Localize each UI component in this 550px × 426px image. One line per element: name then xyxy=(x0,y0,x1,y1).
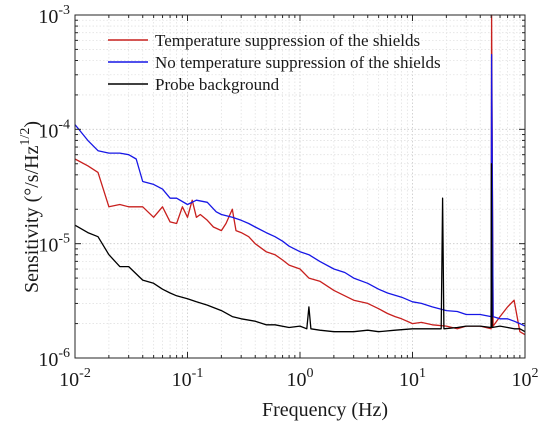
y-axis-title-main: Sensitivity (°/s/Hz xyxy=(21,145,43,293)
y-tick-label: 10-3 xyxy=(38,3,70,28)
y-tick-label: 10-6 xyxy=(38,346,70,371)
svg-text:Sensitivity (°/s/Hz1/2): Sensitivity (°/s/Hz1/2) xyxy=(18,121,43,293)
y-axis-title-close: ) xyxy=(21,121,43,128)
series-line-2 xyxy=(74,53,526,327)
series-line-3 xyxy=(74,163,526,333)
x-tick-label: 101 xyxy=(399,366,426,391)
y-axis-title: Sensitivity (°/s/Hz1/2) xyxy=(18,121,43,293)
y-tick-label: 10-5 xyxy=(38,232,70,257)
x-tick-label: 10-2 xyxy=(59,366,91,391)
legend-label-2: No temperature suppression of the shield… xyxy=(155,53,441,72)
legend-label-3: Probe background xyxy=(155,75,280,94)
x-tick-label: 10-1 xyxy=(172,366,204,391)
legend: Temperature suppression of the shields No… xyxy=(108,31,441,94)
legend-label-1: Temperature suppression of the shields xyxy=(155,31,420,50)
x-tick-label: 102 xyxy=(512,366,539,391)
x-axis-title: Frequency (Hz) xyxy=(262,399,388,421)
grid-lines xyxy=(75,15,525,358)
y-axis-title-superscript: 1/2 xyxy=(18,128,33,146)
y-tick-label: 10-4 xyxy=(38,117,70,142)
series-lines xyxy=(74,14,526,336)
tick-labels: 10-2 10-1 100 101 102 10-6 10-5 10-4 10-3 xyxy=(38,3,538,391)
axes xyxy=(74,14,526,359)
x-tick-label: 100 xyxy=(287,366,314,391)
